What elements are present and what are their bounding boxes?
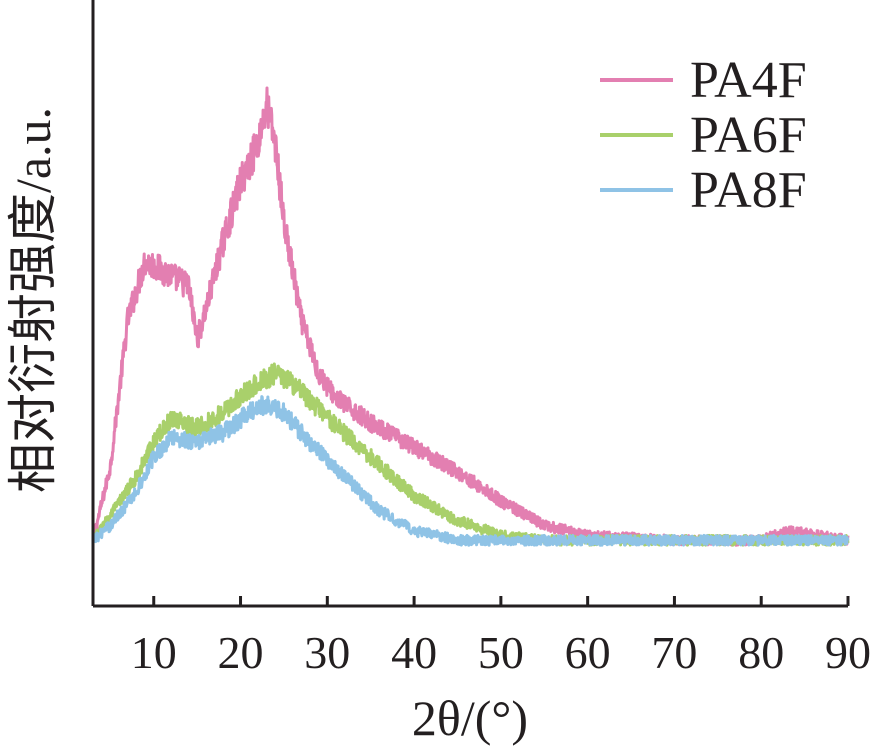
legend-label-pa8f: PA8F [690,162,807,219]
x-ticks-group: 10 20 30 40 50 60 70 80 90 [131,596,871,678]
x-tick-label: 60 [565,627,611,678]
x-tick-label: 30 [304,627,350,678]
legend-label-pa6f: PA6F [690,107,807,164]
x-tick-label: 90 [825,627,871,678]
legend-label-pa4f: PA4F [690,52,807,109]
x-tick-label: 50 [478,627,524,678]
x-tick-label: 70 [651,627,697,678]
x-tick-label: 10 [131,627,177,678]
x-tick-label: 80 [738,627,784,678]
plot-series-group [91,86,850,547]
x-tick-label: 20 [218,627,264,678]
series-line-pa6f [91,362,850,547]
axes-group [91,0,848,608]
x-tick-label: 40 [391,627,437,678]
series-line-pa8f [91,395,850,547]
x-axis-title: 2θ/(°) [412,690,528,746]
y-axis-title: 相对衍射强度/a.u. [5,107,61,493]
